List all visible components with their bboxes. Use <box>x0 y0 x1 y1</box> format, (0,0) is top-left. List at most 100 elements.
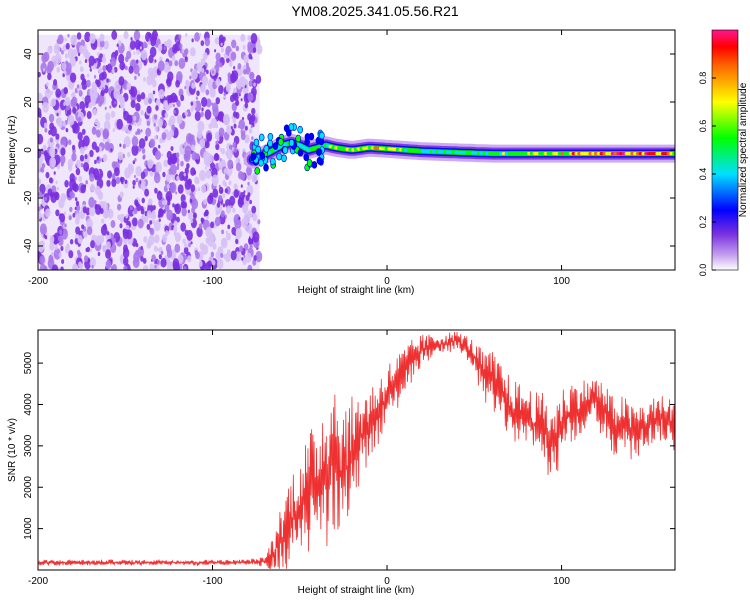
noise-blob <box>116 118 124 130</box>
noise-blob <box>240 184 243 188</box>
noise-blob <box>47 188 53 196</box>
noise-blob <box>72 263 79 270</box>
noise-blob <box>227 249 230 254</box>
transition-blob <box>316 148 322 156</box>
noise-blob <box>124 56 129 63</box>
noise-blob <box>45 208 51 218</box>
noise-blob <box>43 122 48 129</box>
noise-blob <box>144 188 150 197</box>
noise-blob <box>132 160 136 165</box>
noise-blob <box>204 37 211 47</box>
noise-blob <box>158 218 161 223</box>
noise-blob <box>56 38 61 45</box>
noise-blob <box>144 215 149 223</box>
noise-blob <box>110 265 114 270</box>
noise-blob <box>222 203 226 208</box>
noise-blob <box>89 33 96 44</box>
noise-blob <box>147 67 154 77</box>
noise-blob <box>122 256 129 266</box>
noise-blob <box>166 209 173 221</box>
noise-blob <box>238 196 244 205</box>
noise-blob <box>123 110 130 121</box>
noise-blob <box>233 183 238 191</box>
snr-xtick-label: 100 <box>553 576 570 587</box>
noise-blob <box>170 146 174 151</box>
noise-blob <box>183 246 189 255</box>
noise-blob <box>44 127 48 133</box>
noise-blob <box>102 128 110 140</box>
noise-blob <box>65 110 68 114</box>
noise-blob <box>173 220 178 227</box>
noise-blob <box>89 248 93 253</box>
noise-blob <box>204 140 210 149</box>
noise-blob <box>190 241 193 245</box>
noise-blob <box>62 121 66 127</box>
noise-blob <box>142 41 147 49</box>
colorbar-ticks: 0.0 0.2 0.4 0.6 0.8 <box>698 72 716 276</box>
noise-blob <box>154 234 160 244</box>
noise-blob <box>249 199 252 205</box>
noise-blob <box>205 169 212 179</box>
noise-blob <box>61 62 67 71</box>
noise-blob <box>228 144 233 151</box>
noise-blob <box>242 203 249 214</box>
spectrogram-xtick-label: -100 <box>203 276 223 287</box>
noise-blob <box>148 32 152 39</box>
noise-blob <box>129 205 133 211</box>
noise-blob <box>122 143 126 149</box>
noise-blob <box>182 238 186 244</box>
noise-blob <box>161 132 167 140</box>
noise-blob <box>220 252 224 259</box>
noise-blob <box>107 208 114 219</box>
noise-blob <box>117 214 121 221</box>
noise-blob <box>38 71 41 78</box>
noise-blob <box>144 135 148 142</box>
noise-blob <box>146 105 152 114</box>
noise-blob <box>224 182 228 188</box>
noise-blob <box>154 264 157 269</box>
transition-blob <box>250 152 257 161</box>
noise-blob <box>101 71 107 80</box>
noise-blob <box>63 101 66 107</box>
noise-blob <box>191 151 198 161</box>
noise-blob <box>81 128 86 135</box>
colorbar-label: Normalized spectral amplitude <box>738 82 749 217</box>
noise-blob <box>86 111 92 120</box>
noise-blob <box>117 203 122 211</box>
noise-blob <box>110 148 113 152</box>
noise-blob <box>55 45 58 50</box>
noise-blob <box>79 60 82 65</box>
noise-blob <box>70 98 77 108</box>
noise-blob <box>194 176 199 184</box>
noise-blob <box>78 261 82 268</box>
noise-blob <box>224 188 228 194</box>
noise-blob <box>160 250 164 255</box>
noise-blob <box>119 143 122 147</box>
noise-blob <box>215 59 221 68</box>
noise-blob <box>119 223 123 229</box>
noise-blob <box>215 209 220 216</box>
noise-blob <box>72 212 76 218</box>
snr-ytick-label: 2000 <box>23 476 34 499</box>
noise-blob <box>58 252 62 258</box>
noise-blob <box>149 220 153 225</box>
noise-blob <box>79 101 86 111</box>
noise-blob <box>46 82 49 87</box>
noise-blob <box>169 181 177 194</box>
noise-blob <box>51 185 57 194</box>
noise-blob <box>67 48 75 60</box>
noise-blob <box>212 188 219 198</box>
noise-blob <box>169 115 176 125</box>
noise-blob <box>208 192 214 200</box>
noise-blob <box>95 146 100 153</box>
noise-blob <box>51 264 59 270</box>
noise-blob <box>240 33 246 42</box>
noise-blob <box>153 172 161 184</box>
noise-blob <box>246 166 252 176</box>
noise-blob <box>140 109 144 116</box>
noise-blob <box>83 161 90 172</box>
spectrogram-ytick-label: -40 <box>23 238 34 253</box>
noise-blob <box>214 131 220 140</box>
noise-blob <box>218 127 225 137</box>
noise-blob <box>67 114 75 126</box>
